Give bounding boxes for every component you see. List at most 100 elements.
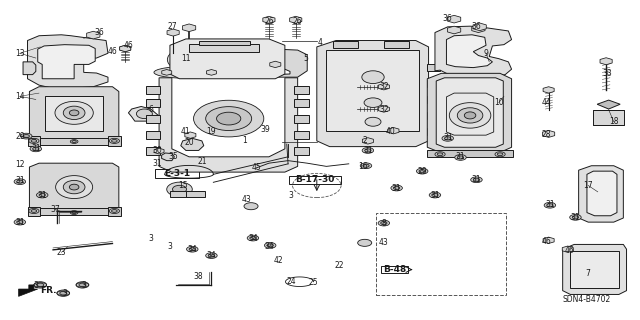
Bar xyxy=(28,206,40,216)
Text: 31: 31 xyxy=(472,175,481,184)
Ellipse shape xyxy=(244,203,258,210)
Circle shape xyxy=(390,129,397,132)
Circle shape xyxy=(544,202,556,208)
Text: 31: 31 xyxy=(31,144,40,153)
Text: 22: 22 xyxy=(335,261,344,270)
Text: 31: 31 xyxy=(571,213,580,222)
Text: 26: 26 xyxy=(293,17,303,26)
Circle shape xyxy=(545,88,552,92)
Text: 42: 42 xyxy=(274,256,284,265)
Bar xyxy=(428,128,440,135)
Circle shape xyxy=(72,212,76,214)
Polygon shape xyxy=(38,45,95,79)
Circle shape xyxy=(266,18,273,21)
Circle shape xyxy=(17,180,23,183)
Bar xyxy=(186,191,205,197)
Text: 17: 17 xyxy=(584,181,593,190)
Circle shape xyxy=(34,282,47,288)
Polygon shape xyxy=(579,166,623,222)
Polygon shape xyxy=(270,61,281,68)
Bar xyxy=(294,99,308,107)
Text: B-17-30: B-17-30 xyxy=(295,175,335,184)
Bar xyxy=(294,147,308,155)
Circle shape xyxy=(209,71,214,74)
Ellipse shape xyxy=(69,184,79,190)
Ellipse shape xyxy=(168,48,211,72)
Ellipse shape xyxy=(449,103,491,128)
Circle shape xyxy=(39,194,45,196)
Polygon shape xyxy=(597,100,620,109)
Text: 25: 25 xyxy=(309,278,319,287)
Text: 2: 2 xyxy=(362,136,367,145)
Bar xyxy=(147,115,161,123)
Bar xyxy=(108,206,121,216)
Circle shape xyxy=(14,219,26,225)
Polygon shape xyxy=(207,69,216,75)
Bar xyxy=(570,252,619,288)
Ellipse shape xyxy=(69,110,79,116)
Polygon shape xyxy=(185,132,196,138)
Bar xyxy=(294,131,308,139)
Circle shape xyxy=(72,140,76,143)
Polygon shape xyxy=(180,138,204,150)
Circle shape xyxy=(205,253,217,259)
Text: 3: 3 xyxy=(148,234,153,243)
Polygon shape xyxy=(436,78,503,147)
Bar xyxy=(428,150,513,157)
Circle shape xyxy=(363,164,369,167)
Circle shape xyxy=(70,211,78,214)
Text: 28: 28 xyxy=(542,130,552,139)
Bar xyxy=(294,86,308,94)
Ellipse shape xyxy=(63,180,85,194)
Circle shape xyxy=(442,135,454,141)
Circle shape xyxy=(122,47,129,50)
Polygon shape xyxy=(262,49,307,77)
Circle shape xyxy=(90,33,97,37)
Bar xyxy=(28,136,40,146)
Circle shape xyxy=(187,133,193,137)
Text: 34: 34 xyxy=(264,242,274,251)
Text: B-48: B-48 xyxy=(383,265,406,274)
Text: 23: 23 xyxy=(56,248,66,257)
Circle shape xyxy=(170,31,177,34)
Polygon shape xyxy=(86,31,100,39)
Circle shape xyxy=(394,187,400,190)
Text: 43: 43 xyxy=(242,195,252,204)
Text: 3: 3 xyxy=(33,281,38,290)
Bar xyxy=(294,115,308,123)
Text: 31: 31 xyxy=(430,190,440,200)
Polygon shape xyxy=(543,87,554,93)
Polygon shape xyxy=(167,29,179,36)
Ellipse shape xyxy=(364,98,382,108)
Polygon shape xyxy=(162,69,172,75)
Polygon shape xyxy=(162,153,174,161)
Bar xyxy=(376,212,506,295)
Circle shape xyxy=(381,85,387,88)
Text: 15: 15 xyxy=(178,181,188,190)
Ellipse shape xyxy=(154,66,224,78)
Text: 16: 16 xyxy=(358,162,368,171)
Ellipse shape xyxy=(167,182,192,196)
Circle shape xyxy=(365,149,371,152)
Circle shape xyxy=(14,179,26,185)
Circle shape xyxy=(545,239,552,242)
Circle shape xyxy=(31,210,36,212)
Circle shape xyxy=(247,235,259,241)
Circle shape xyxy=(572,216,579,219)
Bar xyxy=(593,110,624,125)
Text: 3: 3 xyxy=(289,190,294,200)
Text: 46: 46 xyxy=(124,41,133,50)
Text: 46: 46 xyxy=(108,47,117,56)
Circle shape xyxy=(17,220,23,224)
Text: 21: 21 xyxy=(197,157,207,166)
Bar xyxy=(170,191,189,197)
Text: 29: 29 xyxy=(15,132,25,140)
Text: 34: 34 xyxy=(188,245,197,254)
Bar xyxy=(31,208,118,215)
Text: 46: 46 xyxy=(542,237,552,246)
Bar xyxy=(428,64,440,71)
Ellipse shape xyxy=(56,176,93,198)
Ellipse shape xyxy=(176,52,202,67)
Polygon shape xyxy=(378,84,389,90)
Circle shape xyxy=(455,155,467,160)
